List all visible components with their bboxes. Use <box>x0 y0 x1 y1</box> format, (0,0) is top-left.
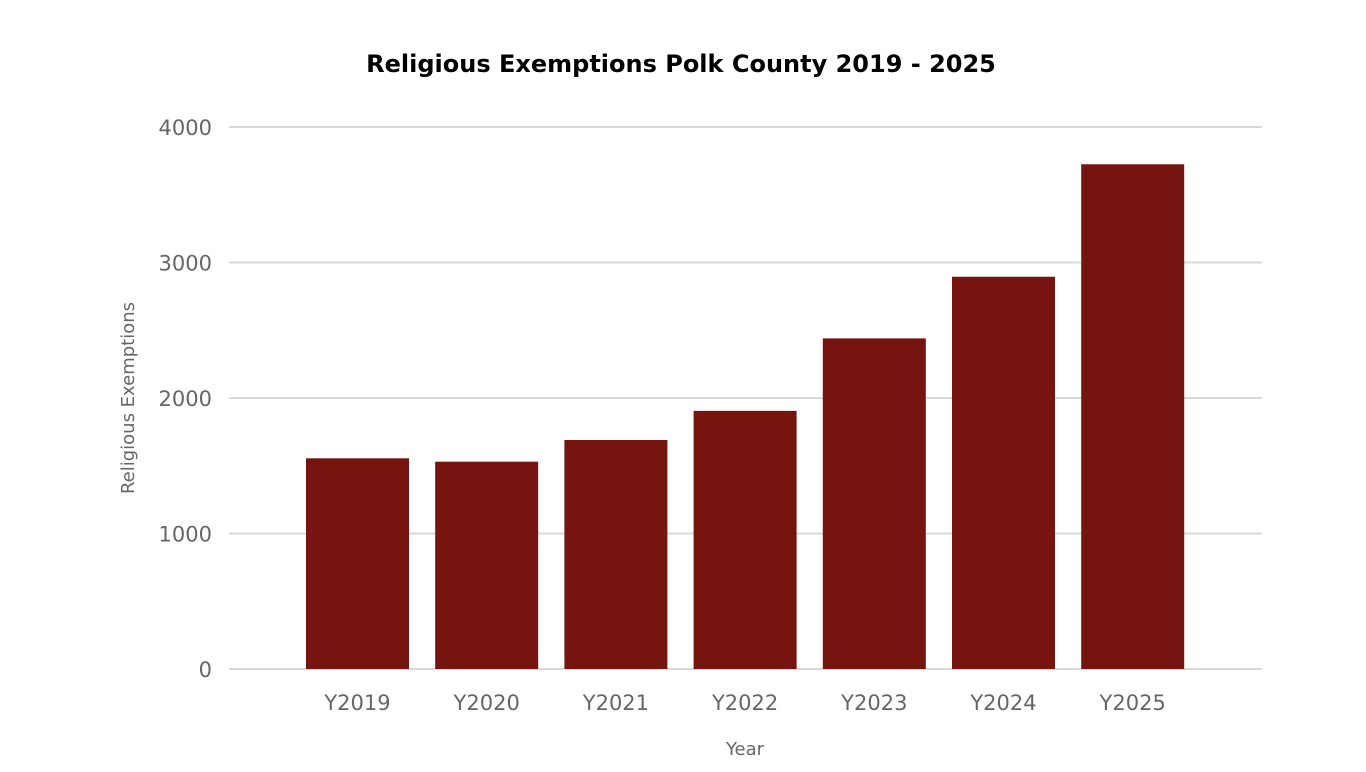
x-tick-label: Y2024 <box>969 691 1036 715</box>
y-axis-tick-labels: 0 1000 2000 3000 4000 <box>159 116 212 682</box>
bar-y2022[interactable] <box>693 410 797 669</box>
x-tick-label: Y2025 <box>1099 691 1166 715</box>
x-tick-label: Y2023 <box>840 691 907 715</box>
bar-y2024[interactable] <box>952 276 1055 669</box>
bar-y2021[interactable] <box>564 440 668 669</box>
y-tick-label: 0 <box>199 658 212 682</box>
x-tick-label: Y2019 <box>323 691 390 715</box>
x-axis-tick-labels: Y2019 Y2020 Y2021 Y2022 Y2023 Y2024 Y2025 <box>323 691 1165 715</box>
bars <box>306 164 1185 669</box>
x-tick-label: Y2022 <box>711 691 778 715</box>
y-axis-title: Religious Exemptions <box>118 302 139 494</box>
bar-y2020[interactable] <box>435 461 539 669</box>
y-tick-label: 4000 <box>159 116 212 140</box>
chart-title: Religious Exemptions Polk County 2019 - … <box>366 50 996 78</box>
bar-y2019[interactable] <box>306 458 409 669</box>
y-tick-label: 2000 <box>159 387 212 411</box>
x-axis-title: Year <box>725 739 765 760</box>
bar-y2023[interactable] <box>822 338 926 669</box>
y-tick-label: 1000 <box>159 523 212 547</box>
y-tick-label: 3000 <box>159 252 212 276</box>
x-tick-label: Y2020 <box>453 691 520 715</box>
x-tick-label: Y2021 <box>582 691 649 715</box>
bar-y2025[interactable] <box>1081 164 1185 669</box>
